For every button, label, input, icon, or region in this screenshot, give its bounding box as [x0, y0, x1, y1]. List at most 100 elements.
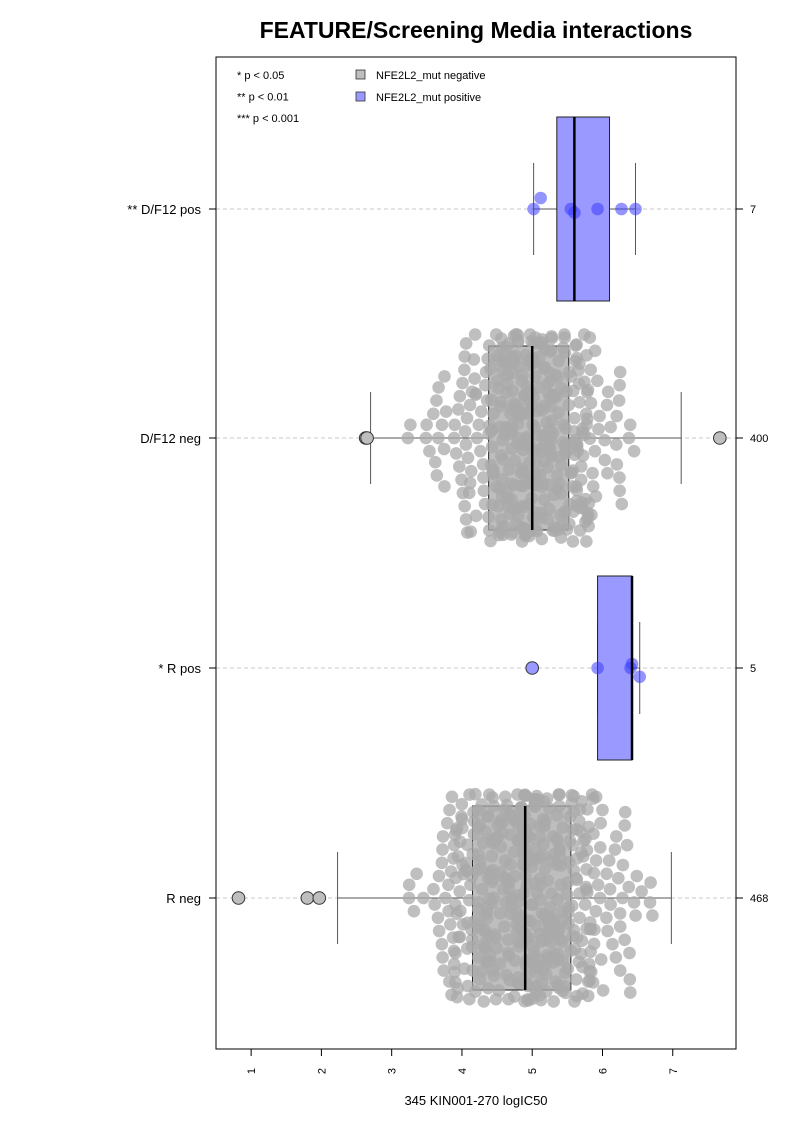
data-point — [475, 405, 488, 418]
data-point — [468, 328, 482, 341]
data-point — [459, 513, 473, 526]
group-label: ** D/F12 pos — [127, 202, 201, 217]
data-point — [584, 363, 597, 377]
data-point — [523, 830, 537, 844]
data-point — [427, 407, 440, 421]
data-point — [496, 816, 509, 830]
data-point — [616, 891, 629, 905]
x-tick-label: 2 — [316, 1068, 328, 1074]
group-count: 400 — [750, 433, 768, 445]
x-tick-label: 7 — [668, 1068, 680, 1074]
data-point — [463, 398, 477, 412]
data-point — [436, 951, 449, 964]
outlier-point — [300, 891, 315, 905]
data-point — [447, 431, 461, 445]
data-point — [407, 904, 421, 918]
data-point — [601, 924, 614, 938]
data-point — [487, 466, 500, 480]
data-point — [492, 499, 505, 513]
data-point — [622, 880, 636, 894]
data-point — [598, 453, 612, 467]
data-point — [541, 874, 555, 887]
data-point — [482, 339, 496, 352]
data-point — [439, 891, 452, 905]
data-point — [463, 476, 477, 490]
data-point — [613, 378, 626, 392]
data-point — [493, 957, 507, 971]
group-2: * R pos 5 — [158, 575, 756, 761]
data-point — [458, 363, 471, 377]
data-point — [461, 451, 475, 465]
data-point — [527, 202, 540, 216]
data-point — [484, 362, 497, 376]
data-point — [500, 798, 514, 812]
data-point — [587, 937, 601, 951]
data-point — [580, 535, 593, 548]
data-point — [615, 497, 629, 511]
data-point — [482, 810, 495, 823]
data-point — [601, 385, 615, 399]
data-point — [602, 854, 616, 867]
data-point — [608, 843, 622, 856]
data-point — [600, 867, 613, 881]
x-tick-label: 3 — [387, 1068, 399, 1074]
data-point — [558, 331, 571, 344]
data-point — [587, 827, 600, 841]
data-point — [455, 813, 469, 826]
data-point — [459, 438, 473, 451]
legend-significance: * p < 0.05 — [237, 70, 284, 82]
data-point — [487, 891, 501, 904]
data-point — [563, 517, 576, 531]
data-point — [547, 995, 560, 1008]
data-point — [489, 931, 503, 945]
data-point — [481, 981, 495, 995]
data-point — [427, 882, 440, 896]
data-point — [613, 484, 626, 498]
data-point — [470, 431, 484, 445]
data-point — [469, 985, 482, 998]
data-point — [435, 856, 449, 870]
data-point — [598, 433, 611, 447]
data-point — [430, 394, 443, 407]
data-point — [613, 471, 626, 484]
data-point — [467, 353, 481, 366]
data-point — [485, 440, 499, 454]
data-point — [477, 995, 491, 1008]
data-point — [573, 911, 586, 925]
data-point — [464, 525, 477, 538]
data-point — [432, 431, 445, 445]
data-point — [545, 331, 559, 345]
data-point — [482, 510, 495, 524]
data-point — [537, 837, 550, 851]
data-point — [496, 453, 510, 466]
data-point — [589, 904, 603, 918]
group-label: D/F12 neg — [140, 431, 201, 446]
data-point — [618, 933, 631, 947]
data-point — [580, 843, 594, 857]
data-point — [565, 899, 579, 912]
data-point — [445, 790, 459, 804]
data-point — [458, 499, 471, 513]
data-point — [584, 396, 598, 410]
data-point — [469, 387, 483, 400]
data-point — [476, 836, 490, 850]
data-point — [612, 394, 626, 407]
group-3: R neg 468 — [166, 787, 768, 1008]
data-point — [527, 391, 540, 405]
data-point — [553, 477, 566, 491]
data-point — [601, 466, 614, 480]
data-point — [436, 830, 450, 843]
data-point — [609, 951, 623, 964]
data-point — [610, 438, 623, 451]
outlier-point — [360, 431, 374, 445]
data-point — [492, 984, 506, 997]
data-point — [432, 869, 446, 883]
data-point — [453, 885, 467, 898]
data-point — [566, 838, 580, 852]
data-point — [449, 447, 463, 460]
data-point — [448, 418, 462, 432]
group-label: R neg — [166, 891, 201, 906]
data-point — [646, 909, 659, 922]
data-point — [604, 898, 617, 911]
data-point — [440, 816, 454, 830]
